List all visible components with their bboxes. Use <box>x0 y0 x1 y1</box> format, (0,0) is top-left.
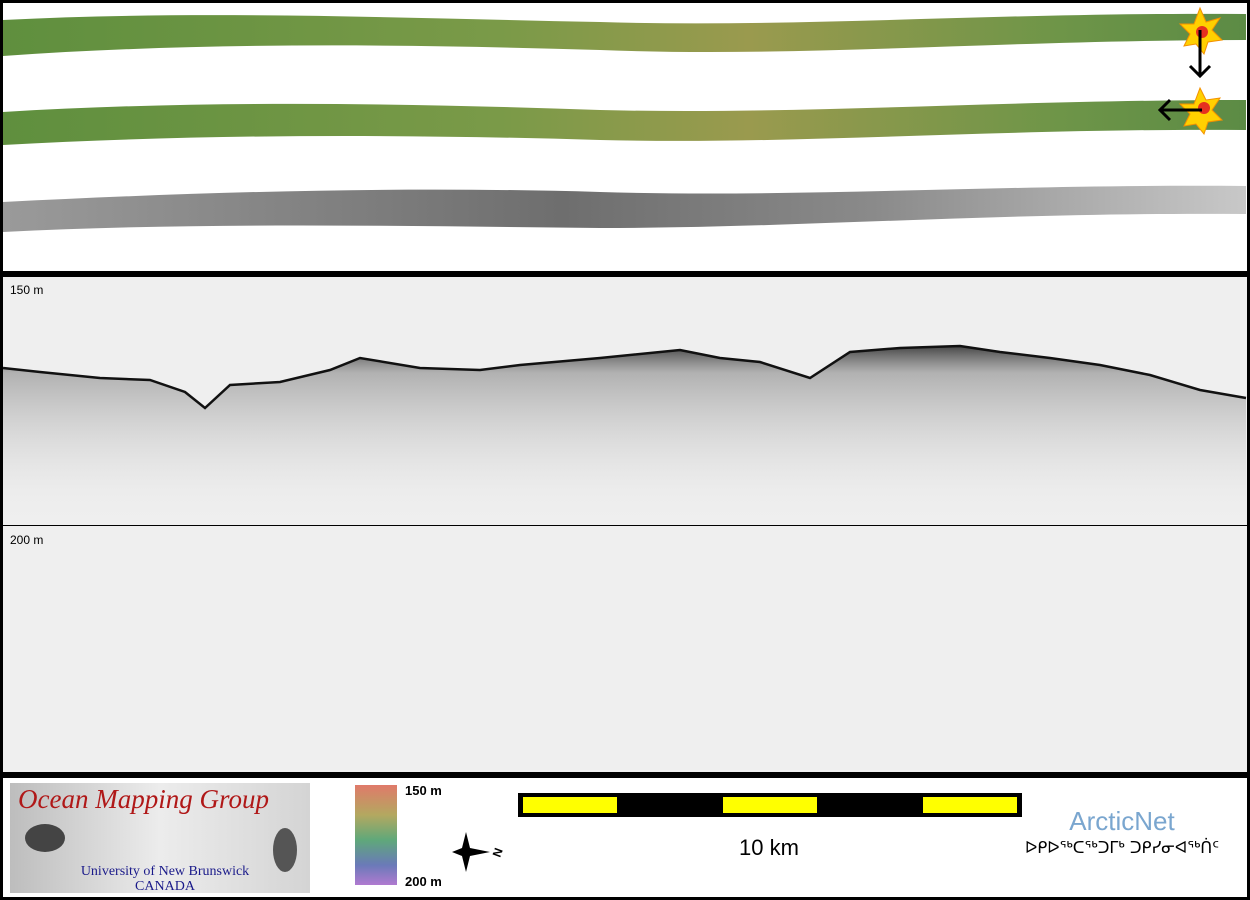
colorbar-label: 200 m <box>405 874 442 889</box>
depth-label: 200 m <box>10 533 43 547</box>
echo-fill <box>3 346 1246 525</box>
partner-syllabics: ᐅᑭᐅᖅᑕᖅᑐᒥᒃ ᑐᑭᓯᓂᐊᖅᑏᑦ <box>1025 838 1219 857</box>
depth-label: 150 m <box>10 283 43 297</box>
seabed-line <box>2 344 1247 410</box>
logo-graphic <box>273 828 297 872</box>
event-marker <box>1157 6 1224 136</box>
scale-segment <box>923 797 1017 813</box>
logo-graphic <box>25 824 65 852</box>
logo-text: University of New Brunswick <box>81 864 249 879</box>
sidescan-strip <box>3 185 1246 232</box>
scale-segment <box>523 797 617 813</box>
partner-name: ArcticNet <box>1069 806 1175 836</box>
scale-label: 10 km <box>739 835 799 860</box>
bathymetry-strip <box>3 13 1246 56</box>
bathymetry-strip <box>3 100 1246 145</box>
scale-segment <box>723 797 817 813</box>
colorbar <box>355 785 397 885</box>
profile-panel <box>3 526 1247 772</box>
logo-title: Ocean Mapping Group <box>18 784 269 814</box>
colorbar-label: 150 m <box>405 783 442 798</box>
logo-text: CANADA <box>135 879 196 894</box>
